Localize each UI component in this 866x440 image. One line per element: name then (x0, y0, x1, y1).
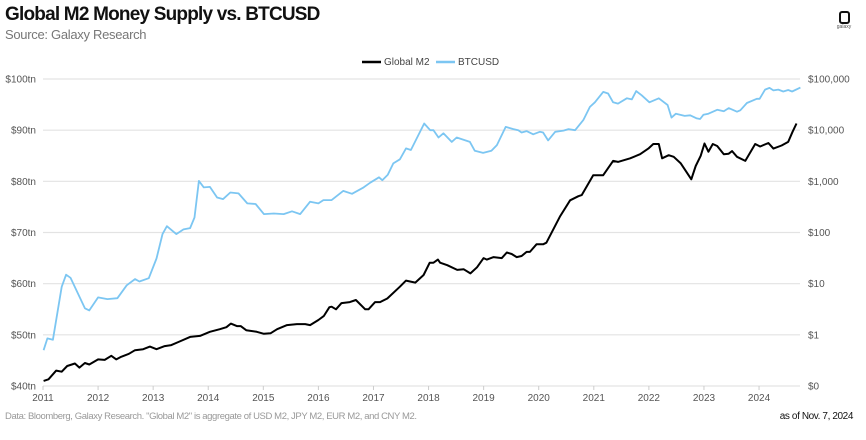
chart-subtitle: Source: Galaxy Research (5, 27, 147, 42)
x-axis-tick-label: 2014 (197, 393, 220, 404)
x-axis-tick-label: 2024 (748, 393, 771, 404)
x-axis-tick-label: 2017 (362, 393, 385, 404)
x-axis-tick-label: 2019 (473, 393, 496, 404)
left-axis-tick-label: $80tn (11, 177, 36, 188)
right-axis-tick-label: $1 (808, 330, 820, 341)
right-axis-tick-label: $10,000 (808, 126, 845, 137)
left-axis-tick-label: $50tn (11, 330, 36, 341)
right-axis-tick-label: $1,000 (808, 177, 839, 188)
legend-label-global-m2: Global M2 (384, 57, 430, 68)
galaxy-logo-icon (838, 11, 850, 24)
x-axis-tick-label: 2016 (307, 393, 330, 404)
x-axis-tick-label: 2022 (638, 393, 661, 404)
galaxy-logo: galaxy (833, 11, 855, 30)
left-axis-tick-label: $70tn (11, 228, 36, 239)
x-axis-tick-label: 2013 (142, 393, 165, 404)
right-axis-tick-label: $100,000 (808, 75, 850, 86)
x-axis-tick-label: 2011 (32, 393, 54, 404)
right-axis-tick-label: $0 (808, 382, 820, 393)
series-lines (42, 86, 801, 382)
left-axis-tick-label: $100tn (5, 75, 36, 86)
as-of-date: as of Nov. 7, 2024 (779, 411, 854, 422)
left-axis-tick-label: $90tn (11, 126, 36, 137)
gridlines (43, 78, 800, 387)
right-axis-tick-label: $10 (808, 279, 825, 290)
series-line-global-m2 (43, 123, 798, 382)
footer-note: Data: Bloomberg, Galaxy Research. "Globa… (5, 411, 417, 422)
x-axis-tick-label: 2015 (252, 393, 275, 404)
x-axis-tick-label: 2023 (693, 393, 716, 404)
series-line-btcusd (42, 86, 801, 351)
chart-title: Global M2 Money Supply vs. BTCUSD (5, 4, 320, 25)
x-axis-tick-label: 2020 (528, 393, 551, 404)
axes: $40tn $50tn $60tn $70tn $80tn $90tn $100tn $0 $1… (5, 75, 850, 405)
galaxy-logo-text: galaxy (836, 24, 852, 30)
left-axis-tick-label: $40tn (11, 382, 36, 393)
right-axis-tick-label: $100 (808, 228, 831, 239)
left-axis-tick-label: $60tn (11, 279, 36, 290)
x-axis-tick-label: 2012 (87, 393, 110, 404)
legend-label-btcusd: BTCUSD (458, 57, 499, 68)
legend: Global M2 BTCUSD (362, 57, 499, 68)
x-axis-tick-label: 2021 (583, 393, 606, 404)
x-axis-tick-label: 2018 (417, 393, 440, 404)
